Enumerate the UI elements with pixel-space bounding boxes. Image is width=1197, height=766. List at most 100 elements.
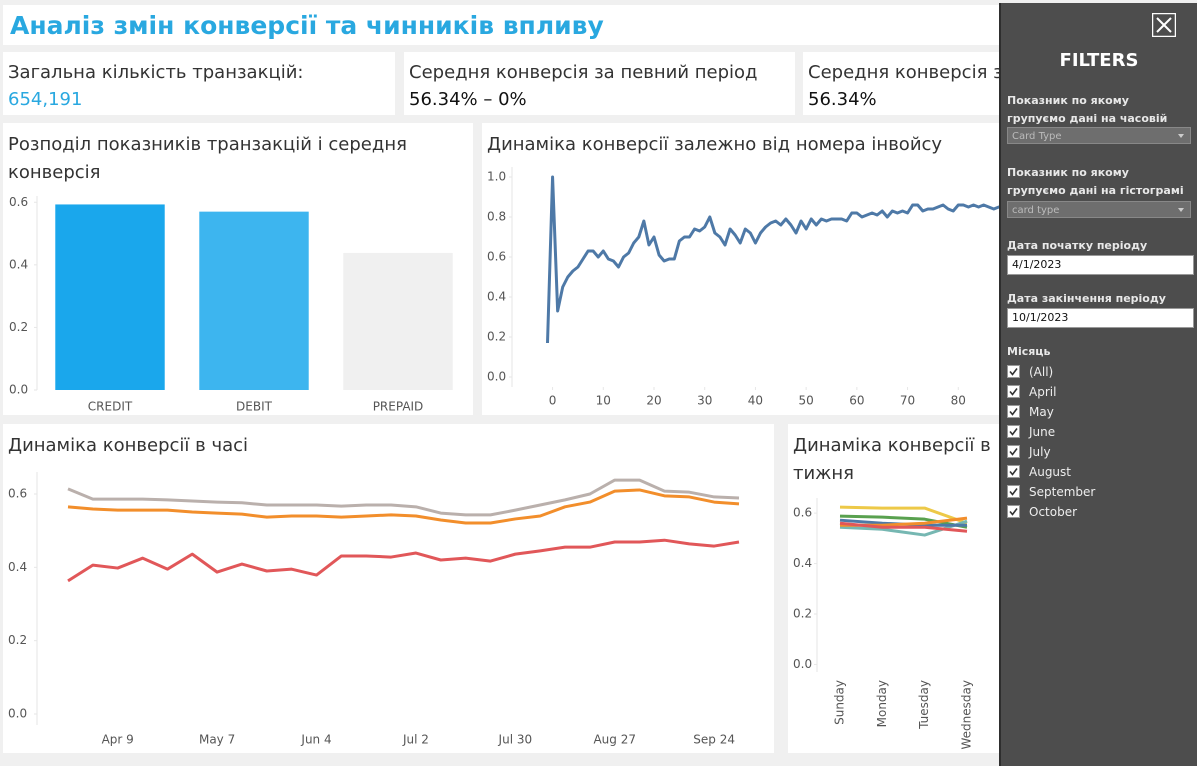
chart-card: 0.0 0.2 0.4 0.6 Apr 9 May 7 Jun 4 Jul 2 Jul 30 Au… xyxy=(3,424,774,753)
x-tick-label: DEBIT xyxy=(236,400,273,414)
checkbox-box xyxy=(1007,445,1020,458)
x-tick-label: CREDIT xyxy=(88,400,133,414)
dashboard-title: Аналіз змін конверсії та чинників впливу xyxy=(10,11,604,40)
x-tick-label: 40 xyxy=(748,394,763,408)
checkbox[interactable] xyxy=(1007,365,1020,378)
y-tick-label: 0.2 xyxy=(8,633,27,647)
close-button[interactable] xyxy=(1152,13,1176,37)
checkbox-box xyxy=(1007,485,1020,498)
chart-title: Розподіл показників транзакцій і середня… xyxy=(8,134,407,183)
kpi-label: Середня конверсія з xyxy=(808,62,1003,83)
checkbox-check xyxy=(1009,388,1018,396)
checkbox-check xyxy=(1009,448,1018,456)
filter-input[interactable]: 10/1/2023 xyxy=(1007,308,1194,328)
filter-option[interactable]: August xyxy=(1029,465,1071,479)
line-series xyxy=(67,478,740,517)
chart: 0.0 0.2 0.4 0.6 Apr 9 May 7 Jun 4 Jul 2 Jul 30 Au… xyxy=(8,472,740,747)
x-tick-label: Jun 4 xyxy=(300,733,331,747)
kpi-label: Середня конверсія за певний період xyxy=(409,62,758,83)
chart-title: Динаміка конверсії залежно від номера ін… xyxy=(487,134,943,155)
bar xyxy=(199,211,309,390)
kpi-card: Середня конверсія за певний період 56.34… xyxy=(404,52,795,115)
chart-title: Динаміка конверсії в часі xyxy=(8,435,249,456)
checkbox[interactable] xyxy=(1007,505,1020,518)
x-tick-label: 0 xyxy=(549,394,557,408)
y-tick-label: 0.2 xyxy=(793,607,812,621)
y-tick-label: 0.4 xyxy=(487,290,506,304)
checkbox-box xyxy=(1007,365,1020,378)
y-tick-label: 0.0 xyxy=(8,707,27,721)
kpi-value: 56.34% – 0% xyxy=(409,89,527,110)
y-tick-label: 0.0 xyxy=(9,383,28,397)
x-tick-label: Sunday xyxy=(833,680,847,725)
checkbox-check xyxy=(1009,468,1018,476)
y-tick-label: 0.2 xyxy=(9,320,28,334)
x-tick-label: 10 xyxy=(596,394,611,408)
line-series xyxy=(546,175,1004,344)
checkbox[interactable] xyxy=(1007,385,1020,398)
x-tick-label: 60 xyxy=(849,394,864,408)
filter-dropdown[interactable]: Card Type xyxy=(1007,127,1191,144)
x-tick-label: 80 xyxy=(951,394,966,408)
checkbox-check xyxy=(1009,428,1018,436)
kpi-card: Загальна кількість транзакцій: 654,191 xyxy=(3,52,395,115)
x-tick-label: Wednesday xyxy=(960,680,974,749)
filter-option[interactable]: October xyxy=(1029,505,1078,519)
checkbox[interactable] xyxy=(1007,425,1020,438)
line-series xyxy=(67,488,740,525)
line-series xyxy=(839,514,968,529)
filter-label: Показник по якому групуємо дані на гісто… xyxy=(1007,166,1184,197)
checkbox-check xyxy=(1009,408,1018,416)
x-tick-label: Jul 30 xyxy=(498,733,533,747)
line-series xyxy=(839,505,968,525)
x-tick-label: Aug 27 xyxy=(593,733,636,747)
chart: 0.0 0.2 0.4 0.6 CREDIT DEBIT PREPAID xyxy=(9,195,453,414)
filters-title: FILTERS xyxy=(1059,50,1139,71)
checkbox-check xyxy=(1009,488,1018,496)
x-tick-label: Monday xyxy=(875,680,889,727)
x-tick-label: Jul 2 xyxy=(402,733,429,747)
filter-label: Дата початку періоду xyxy=(1007,239,1148,252)
y-tick-label: 0.6 xyxy=(9,195,28,209)
filter-label: Дата закінчення періоду xyxy=(1007,292,1166,305)
filter-option[interactable]: July xyxy=(1029,445,1051,459)
y-tick-label: 0.4 xyxy=(8,560,27,574)
filter-option[interactable]: June xyxy=(1029,425,1056,439)
chart-card: 0.0 0.2 0.4 0.6 0.8 1.0 0 10 20 30 40 50 60 70 80 Дина… xyxy=(482,123,1012,415)
x-tick-label: 30 xyxy=(697,394,712,408)
checkbox[interactable] xyxy=(1007,485,1020,498)
checkbox-check xyxy=(1009,508,1018,516)
chart-card: 0.0 0.2 0.4 0.6 CREDIT DEBIT PREPAID Розподіл … xyxy=(3,123,473,415)
line-series xyxy=(839,521,968,533)
y-tick-label: 0.6 xyxy=(487,250,506,264)
chart-title: Динаміка конверсії в тижня xyxy=(793,432,991,488)
y-tick-label: 0.2 xyxy=(487,330,506,344)
y-tick-label: 0.4 xyxy=(793,556,812,570)
chart: 0.0 0.2 0.4 0.6 0.8 1.0 0 10 20 30 40 50 60 70 80 xyxy=(487,167,1004,408)
kpi-value: 56.34% xyxy=(808,89,877,110)
filter-option[interactable]: May xyxy=(1029,405,1054,419)
filter-option[interactable]: (All) xyxy=(1029,365,1054,379)
filter-input[interactable]: 4/1/2023 xyxy=(1007,255,1194,275)
header-bar: Аналіз змін конверсії та чинників впливу xyxy=(3,5,1003,45)
kpi-value: 654,191 xyxy=(8,89,83,110)
checkbox[interactable] xyxy=(1007,445,1020,458)
chart: 0.0 0.2 0.4 0.6 Sunday Monday Tuesday Wednesday xyxy=(793,498,974,749)
chart-card: 0.0 0.2 0.4 0.6 Sunday Monday Tuesday Wednesday… xyxy=(788,424,1018,753)
filter-option[interactable]: September xyxy=(1029,485,1096,499)
x-tick-label: Sep 24 xyxy=(693,733,735,747)
filter-option[interactable]: April xyxy=(1029,385,1057,399)
x-tick-label: May 7 xyxy=(199,733,235,747)
line-series xyxy=(67,538,740,583)
checkbox[interactable] xyxy=(1007,465,1020,478)
bar xyxy=(55,204,165,390)
checkbox[interactable] xyxy=(1007,405,1020,418)
checkbox-box xyxy=(1007,385,1020,398)
filter-dropdown[interactable]: card type xyxy=(1007,201,1191,218)
kpi-label: Загальна кількість транзакцій: xyxy=(8,62,304,83)
y-tick-label: 0.0 xyxy=(487,370,506,384)
y-tick-label: 0.6 xyxy=(8,487,27,501)
chart-title-line: тижня xyxy=(793,463,854,484)
filter-label: Місяць xyxy=(1007,345,1051,358)
